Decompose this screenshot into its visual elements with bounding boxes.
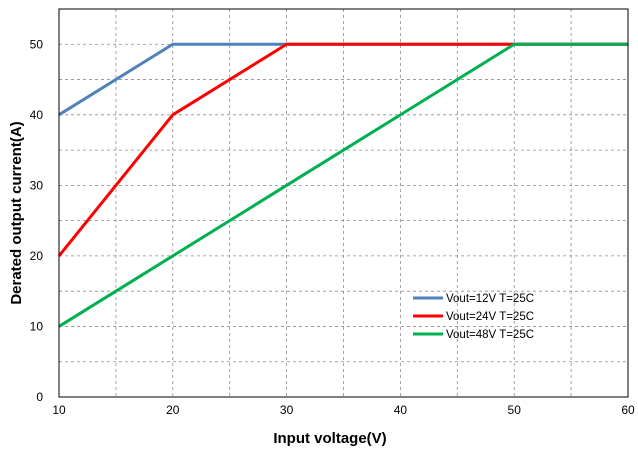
x-tick-label: 40 <box>394 403 408 417</box>
series-lines <box>57 42 628 328</box>
y-tick-label: 40 <box>30 108 44 122</box>
x-tick-label: 50 <box>508 403 522 417</box>
x-tick-label: 10 <box>52 403 66 417</box>
y-tick-label: 20 <box>30 249 44 263</box>
y-axis-title: Derated output current(A) <box>8 121 25 304</box>
y-tick-label: 0 <box>36 390 43 404</box>
y-tick-label: 30 <box>30 178 44 192</box>
plot-area-frame <box>58 8 629 398</box>
x-axis-title: Input voltage(V) <box>273 430 386 447</box>
series-line <box>57 42 628 257</box>
x-tick-label: 30 <box>280 403 294 417</box>
legend: Vout=12V T=25C Vout=24V T=25C Vout=48V T=2… <box>413 293 534 341</box>
y-tick-label: 50 <box>30 37 44 51</box>
legend-label: Vout=48V T=25C <box>446 329 534 341</box>
series-line <box>58 42 628 328</box>
x-tick-labels: 10 20 30 40 50 60 <box>52 403 635 417</box>
x-tick-label: 20 <box>166 403 180 417</box>
legend-label: Vout=24V T=25C <box>446 311 534 323</box>
x-tick-label: 60 <box>621 403 635 417</box>
y-tick-labels: 0 10 20 30 40 50 <box>30 37 44 404</box>
legend-label: Vout=12V T=25C <box>446 293 534 305</box>
grid <box>59 9 628 397</box>
y-tick-label: 10 <box>30 319 44 333</box>
